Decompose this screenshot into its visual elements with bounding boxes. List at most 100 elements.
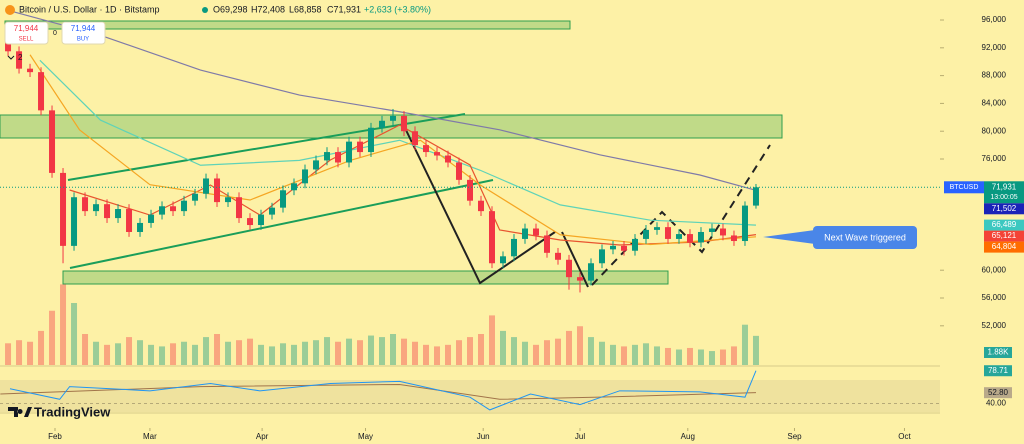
volume-bar [587, 337, 594, 365]
ohlc-open: O69,298 [213, 4, 248, 14]
candle-body [423, 145, 430, 153]
volume-bar [686, 347, 693, 365]
moving-average [29, 54, 757, 246]
drawings [0, 20, 940, 414]
candle-body [137, 222, 144, 232]
ma-tag-bg [984, 230, 1024, 242]
candle-body [543, 235, 550, 253]
volume-bar [38, 330, 45, 365]
candle-body [214, 178, 221, 203]
x-tick-label: May [358, 432, 373, 441]
candle-body [159, 206, 166, 215]
volume-bar [236, 340, 243, 365]
volume-bar [697, 349, 704, 365]
volume-bar [456, 340, 463, 365]
callout-box [813, 226, 917, 249]
volume-bar [598, 341, 605, 365]
candle-body [269, 207, 276, 215]
candle-body [752, 187, 759, 206]
volume-bar [412, 341, 419, 365]
change: +2,633 (+3.80%) [364, 4, 431, 14]
candle-body [170, 206, 177, 212]
volume-bar [423, 344, 430, 365]
candle-body [5, 40, 12, 52]
ma-tag: 66,489 [992, 220, 1017, 229]
volume-bar [357, 340, 364, 365]
collapse-icon[interactable] [7, 55, 15, 60]
rsi-tag: 78.71 [988, 366, 1009, 375]
ohlc-low: L68,858 [289, 4, 322, 14]
candle-body [664, 227, 671, 239]
candle-body [71, 197, 78, 246]
candle-body [532, 228, 539, 236]
volume-bar [170, 343, 177, 365]
volume-bar [280, 343, 287, 365]
volume-bar [653, 346, 660, 365]
volume-bar [368, 335, 375, 365]
buy-button[interactable] [61, 21, 106, 45]
volume-tag: 1.88K [988, 348, 1010, 357]
candle-body [598, 249, 605, 264]
candle-body [719, 228, 726, 236]
x-tick-label: Aug [681, 432, 695, 441]
candle-body [631, 238, 638, 251]
candle-body [620, 245, 627, 251]
candle-body [181, 200, 188, 212]
volume-bar [521, 341, 528, 365]
moving-average [7, 9, 757, 191]
volume-bar [192, 344, 199, 365]
volume-bar [203, 337, 210, 365]
volume-bar [247, 338, 254, 365]
candle-body [115, 209, 122, 219]
sell-button[interactable] [4, 21, 49, 45]
x-tick-label: Jun [477, 432, 490, 441]
candle-body [379, 120, 386, 128]
volume-bar [148, 344, 155, 365]
volume-bar [532, 344, 539, 365]
volume-bar [324, 337, 331, 365]
y-tick-label: 88,000 [982, 71, 1007, 80]
rsi-tick-label: 40.00 [986, 399, 1007, 408]
volume-bar [214, 334, 221, 365]
brand: TradingView [8, 404, 111, 419]
volume-bar [313, 340, 320, 365]
candle-body [93, 204, 100, 212]
candle-body [104, 204, 111, 219]
ohlc-close: C71,931 [327, 4, 361, 14]
volume-bar [269, 346, 276, 365]
candle-body [477, 200, 484, 212]
candle-body [653, 227, 660, 230]
volume-bar [379, 337, 386, 365]
y-tick-label: 84,000 [982, 99, 1007, 108]
candle-body [521, 228, 528, 239]
volume-bar [302, 341, 309, 365]
rsi-ma-line [0, 383, 756, 400]
candle-body [488, 211, 495, 264]
rsi-tag-bg [984, 365, 1012, 377]
price-tag-bg [984, 181, 1024, 204]
candle-body [730, 235, 737, 242]
candle-body [565, 259, 572, 278]
volume-bar [499, 330, 506, 365]
volume-bar [741, 324, 748, 365]
candle-body [554, 252, 561, 260]
volume-bar [115, 343, 122, 365]
candle-body [38, 72, 45, 111]
volume-bar [467, 337, 473, 365]
volume-bar [225, 341, 232, 365]
brand-name: TradingView [34, 404, 111, 419]
volume-bar [576, 326, 583, 365]
y-tick-label: 56,000 [982, 293, 1007, 302]
volume-bar [104, 344, 111, 365]
ma-tag: 64,804 [992, 242, 1017, 251]
volume-bar [5, 343, 12, 365]
volume-bar [554, 338, 561, 365]
callout-text: Next Wave triggered [824, 232, 906, 242]
rsi-ma-tag: 52.80 [988, 388, 1009, 397]
candle-body [192, 193, 199, 201]
candle-body [499, 256, 506, 264]
header: Bitcoin / U.S. Dollar · 1D · Bitstamp O6… [4, 4, 431, 62]
volume-bar [510, 337, 517, 365]
candle-body [335, 152, 342, 163]
